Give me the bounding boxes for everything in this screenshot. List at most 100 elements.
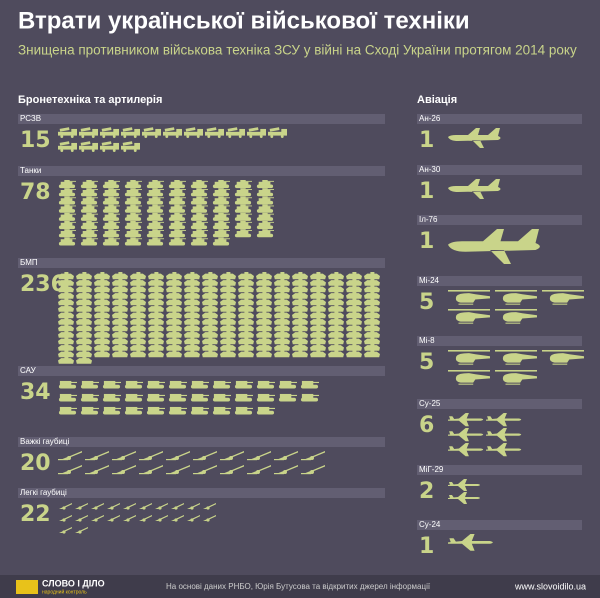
item-label: МіГ-29 — [419, 465, 444, 474]
icon — [364, 324, 380, 332]
icon — [102, 237, 120, 246]
icon — [310, 337, 326, 345]
url[interactable]: www.slovoidilo.ua — [514, 581, 586, 591]
section-title: Бронетехніка та артилерія — [18, 94, 162, 106]
icon — [448, 479, 480, 491]
icon — [274, 311, 290, 319]
icon — [75, 503, 88, 510]
icon — [102, 212, 120, 221]
icon — [212, 180, 230, 189]
icon — [301, 451, 325, 461]
icon — [75, 515, 88, 522]
icon — [300, 393, 319, 402]
icon — [256, 212, 274, 221]
logo-sub: народний контроль — [42, 588, 87, 595]
icon — [212, 196, 230, 205]
icon — [292, 304, 308, 312]
icon — [346, 317, 362, 325]
icon — [168, 196, 186, 205]
icon — [184, 298, 200, 306]
icon — [124, 221, 142, 230]
icon — [364, 298, 380, 306]
icon — [58, 311, 74, 319]
icon — [486, 413, 522, 427]
icon — [94, 298, 110, 306]
icon — [184, 278, 200, 286]
icon — [80, 180, 98, 189]
icon — [148, 285, 164, 293]
icon — [220, 337, 236, 345]
icon — [220, 350, 236, 358]
icon — [146, 212, 164, 221]
icon — [256, 229, 274, 238]
item-label: Легкі гаубиці — [20, 488, 67, 497]
icon — [238, 330, 254, 338]
icon — [202, 337, 218, 345]
subtitle: Знищена противником військова техніка ЗС… — [18, 43, 577, 58]
icon — [328, 350, 344, 358]
icon — [256, 324, 272, 332]
icon — [155, 515, 168, 522]
icon — [274, 285, 290, 293]
label-strip — [417, 520, 582, 530]
icon — [234, 212, 252, 221]
icon — [202, 285, 218, 293]
item-label: Су-25 — [419, 399, 441, 408]
icon — [238, 337, 254, 345]
icon — [364, 350, 380, 358]
icon — [346, 285, 362, 293]
icon — [85, 451, 109, 461]
label-strip — [417, 215, 582, 225]
icon — [310, 350, 326, 358]
source: На основі даних РНБО, Юрія Бутусова та в… — [166, 582, 431, 591]
icon — [256, 196, 274, 205]
icon — [310, 298, 326, 306]
icon — [100, 127, 119, 138]
icon — [163, 127, 182, 138]
icon — [58, 204, 76, 213]
icon — [58, 317, 74, 325]
icon — [148, 337, 164, 345]
icon — [190, 221, 208, 230]
icon — [146, 204, 164, 213]
label-strip — [417, 276, 582, 286]
icon — [166, 278, 182, 286]
icon — [80, 221, 98, 230]
label-strip — [18, 437, 385, 447]
icon — [76, 285, 92, 293]
icon — [202, 311, 218, 319]
logo-mark — [16, 580, 38, 594]
icon — [58, 237, 76, 246]
icon — [202, 304, 218, 312]
icon — [328, 291, 344, 299]
icon — [190, 212, 208, 221]
icon — [274, 272, 290, 280]
item-label: Су-24 — [419, 520, 441, 529]
icon — [256, 285, 272, 293]
item-count: 2 — [419, 479, 434, 504]
icon — [274, 337, 290, 345]
icon — [58, 356, 74, 364]
icon — [148, 304, 164, 312]
icon — [58, 350, 74, 358]
icon — [146, 380, 165, 389]
icon — [256, 272, 272, 280]
icon — [486, 443, 522, 457]
icon — [166, 311, 182, 319]
icon — [346, 311, 362, 319]
icon — [130, 278, 146, 286]
icon — [184, 337, 200, 345]
item-label: Танки — [20, 166, 41, 175]
icon — [58, 324, 74, 332]
icon — [212, 188, 230, 197]
icon — [328, 272, 344, 280]
icon — [130, 324, 146, 332]
icon — [187, 503, 200, 510]
icon — [124, 196, 142, 205]
icon — [112, 330, 128, 338]
icon — [256, 188, 274, 197]
icon — [94, 350, 110, 358]
icon — [328, 317, 344, 325]
icon — [112, 311, 128, 319]
icon — [220, 272, 236, 280]
